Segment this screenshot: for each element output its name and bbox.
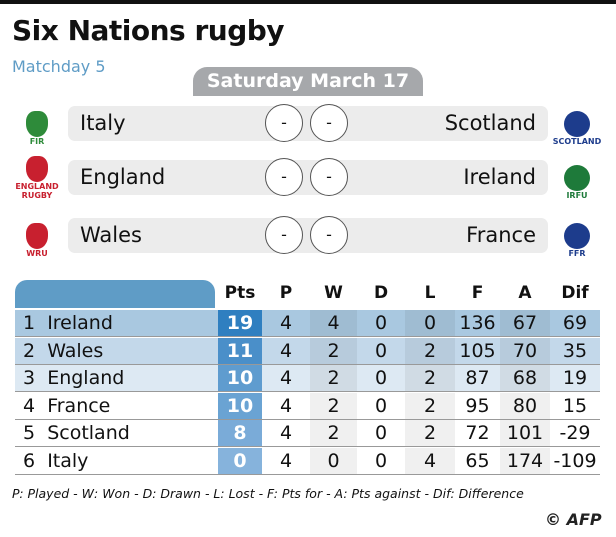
cell-p: 4: [279, 339, 293, 362]
table-row: 4 France 10 4 2 0 2 95 80 15: [15, 392, 600, 420]
cell-a: 80: [500, 392, 550, 419]
home-logo: ENGLAND RUGBY: [15, 156, 59, 200]
cell-pts: 8: [218, 420, 262, 446]
cell-d: 0: [374, 339, 388, 362]
top-rule: [0, 0, 616, 4]
team-name: 3 England: [23, 367, 125, 389]
cell-l: 4: [405, 447, 455, 474]
home-logo: FIR: [18, 102, 56, 146]
cell-d: 0: [374, 422, 388, 444]
cell-d: 0: [374, 367, 388, 389]
cell-w: 0: [310, 447, 357, 474]
column-header: D: [373, 283, 389, 303]
legend: P: Played - W: Won - D: Drawn - L: Lost …: [12, 486, 524, 501]
column-header: W: [324, 283, 343, 303]
home-score: -: [265, 158, 303, 196]
home-team: England: [80, 165, 166, 189]
cell-d: 0: [374, 394, 388, 417]
match-row: Wales France: [68, 218, 548, 253]
home-team: Italy: [80, 111, 126, 135]
table-row: 2 Wales 11 4 2 0 2 105 70 35: [15, 337, 600, 365]
cell-f: 136: [459, 312, 496, 334]
column-header: F: [471, 283, 484, 303]
match-row: England Ireland: [68, 160, 548, 195]
away-score: -: [310, 158, 348, 196]
cell-p: 4: [279, 422, 293, 444]
cell-d: 0: [374, 312, 388, 334]
cell-dif: 19: [562, 367, 588, 389]
cell-l: 2: [405, 365, 455, 391]
cell-p: 4: [279, 312, 293, 334]
cell-w: 2: [310, 337, 357, 364]
cell-pts: 10: [218, 392, 262, 419]
team-name: 5 Scotland: [23, 422, 130, 444]
away-team: Scotland: [444, 111, 536, 135]
table-header-bar: [15, 280, 215, 308]
cell-f: 95: [465, 394, 490, 417]
cell-a: 67: [500, 310, 550, 336]
away-score: -: [310, 216, 348, 254]
cell-l: 2: [405, 337, 455, 364]
column-header: L: [424, 283, 436, 303]
date-tab: Saturday March 17: [193, 67, 423, 96]
cell-f: 65: [465, 449, 490, 472]
home-score: -: [265, 216, 303, 254]
cell-f: 72: [465, 422, 490, 444]
cell-pts: 11: [218, 337, 262, 364]
column-header: A: [518, 283, 532, 303]
cell-p: 4: [279, 449, 293, 472]
table-row: 1 Ireland 19 4 4 0 0 136 67 69: [15, 310, 600, 337]
cell-l: 2: [405, 420, 455, 446]
cell-dif: 69: [562, 312, 588, 334]
cell-dif: -109: [553, 449, 597, 472]
table-row: 6 Italy 0 4 0 0 4 65 174 -109: [15, 447, 600, 475]
team-name: 2 Wales: [23, 339, 104, 362]
cell-l: 0: [405, 310, 455, 336]
cell-w: 2: [310, 420, 357, 446]
cell-f: 87: [465, 367, 490, 389]
cell-dif: 15: [562, 394, 588, 417]
away-team: Ireland: [463, 165, 536, 189]
credit: © AFP: [545, 510, 602, 529]
cell-f: 105: [459, 339, 496, 362]
home-score: -: [265, 104, 303, 142]
team-name: 1 Ireland: [23, 312, 113, 334]
home-logo: WRU: [18, 214, 56, 258]
cell-a: 68: [500, 365, 550, 391]
cell-w: 2: [310, 392, 357, 419]
away-score: -: [310, 104, 348, 142]
cell-d: 0: [374, 449, 388, 472]
column-header: P: [279, 283, 293, 303]
cell-w: 2: [310, 365, 357, 391]
cell-w: 4: [310, 310, 357, 336]
cell-a: 174: [500, 447, 550, 474]
column-header: Dif: [561, 283, 589, 303]
home-team: Wales: [80, 223, 142, 247]
team-name: 6 Italy: [23, 449, 89, 472]
away-logo: IRFU: [558, 156, 596, 200]
cell-p: 4: [279, 367, 293, 389]
cell-pts: 10: [218, 365, 262, 391]
cell-pts: 0: [218, 447, 262, 474]
cell-pts: 19: [218, 310, 262, 336]
away-logo: FFR: [558, 214, 596, 258]
cell-a: 70: [500, 337, 550, 364]
cell-dif: -29: [559, 422, 591, 444]
cell-a: 101: [500, 420, 550, 446]
column-header: Pts: [224, 283, 256, 303]
cell-dif: 35: [562, 339, 588, 362]
cell-p: 4: [279, 394, 293, 417]
page-title: Six Nations rugby: [12, 14, 285, 47]
match-row: Italy Scotland: [68, 106, 548, 141]
subtitle: Matchday 5: [12, 57, 106, 76]
away-team: France: [466, 223, 536, 247]
table-row: 3 England 10 4 2 0 2 87 68 19: [15, 365, 600, 392]
table-row: 5 Scotland 8 4 2 0 2 72 101 -29: [15, 420, 600, 447]
away-logo: SCOTLAND: [553, 102, 601, 146]
team-name: 4 France: [23, 394, 111, 417]
cell-l: 2: [405, 392, 455, 419]
